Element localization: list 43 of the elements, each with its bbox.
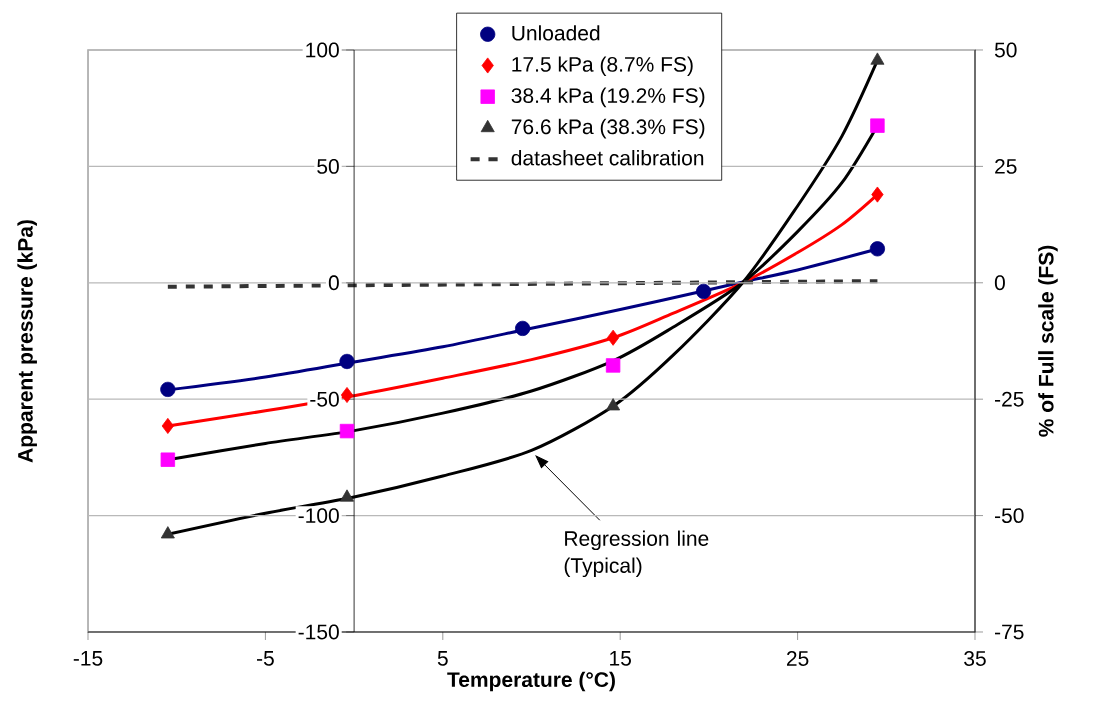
point (869, 241, 886, 257)
x-tick-label: 15 (610, 651, 631, 666)
point (605, 358, 621, 373)
point (515, 320, 531, 337)
annotation: Regression line (Typical) (564, 530, 709, 578)
x-tick-label: 25 (786, 651, 809, 666)
point (871, 186, 884, 203)
point (340, 489, 354, 502)
point (160, 381, 176, 398)
y2-tick-label: 25 (995, 158, 1017, 174)
y2-tick-label: 50 (994, 42, 1017, 58)
legend-label: 76.6 kPa (38.3% FS) (511, 118, 705, 139)
point (695, 283, 712, 300)
legend-label: datasheet calibration (511, 150, 704, 166)
y-tick-label: -50 (310, 391, 339, 407)
y2-tick-label: -75 (995, 624, 1024, 640)
point (606, 398, 621, 411)
point (339, 423, 355, 439)
legend-label: 38.4 kPa (19.2% FS) (511, 87, 705, 108)
y2-tick-label: 0 (994, 275, 1005, 291)
x-tick-label: -5 (257, 651, 274, 666)
y-axis-title: Apparent pressure (kPa) (17, 220, 37, 463)
x-axis-title: Temperature (°C) (447, 671, 615, 692)
y-tick-label: -100 (298, 508, 339, 524)
point (340, 387, 354, 403)
point (160, 526, 175, 539)
y-tick-label: 50 (317, 158, 339, 174)
y2-axis-title: % of Full scale (FS) (1038, 245, 1058, 437)
point (607, 329, 620, 346)
y2-tick-label: -50 (995, 508, 1024, 524)
y-tick-label: 0 (328, 275, 339, 291)
point (160, 452, 176, 467)
y2-tick-label: -25 (995, 391, 1024, 407)
legend-label: 17.5 kPa (8.7% FS) (512, 56, 693, 76)
point (161, 417, 174, 434)
point (339, 353, 355, 370)
legend-label: Unloaded (512, 25, 600, 41)
y-tick-label: 100 (306, 42, 339, 58)
y-tick-label: -150 (298, 624, 339, 640)
x-tick-label: 5 (437, 651, 448, 666)
point (870, 118, 885, 133)
x-tick-label: 35 (964, 651, 986, 666)
x-tick-label: -15 (73, 651, 103, 666)
